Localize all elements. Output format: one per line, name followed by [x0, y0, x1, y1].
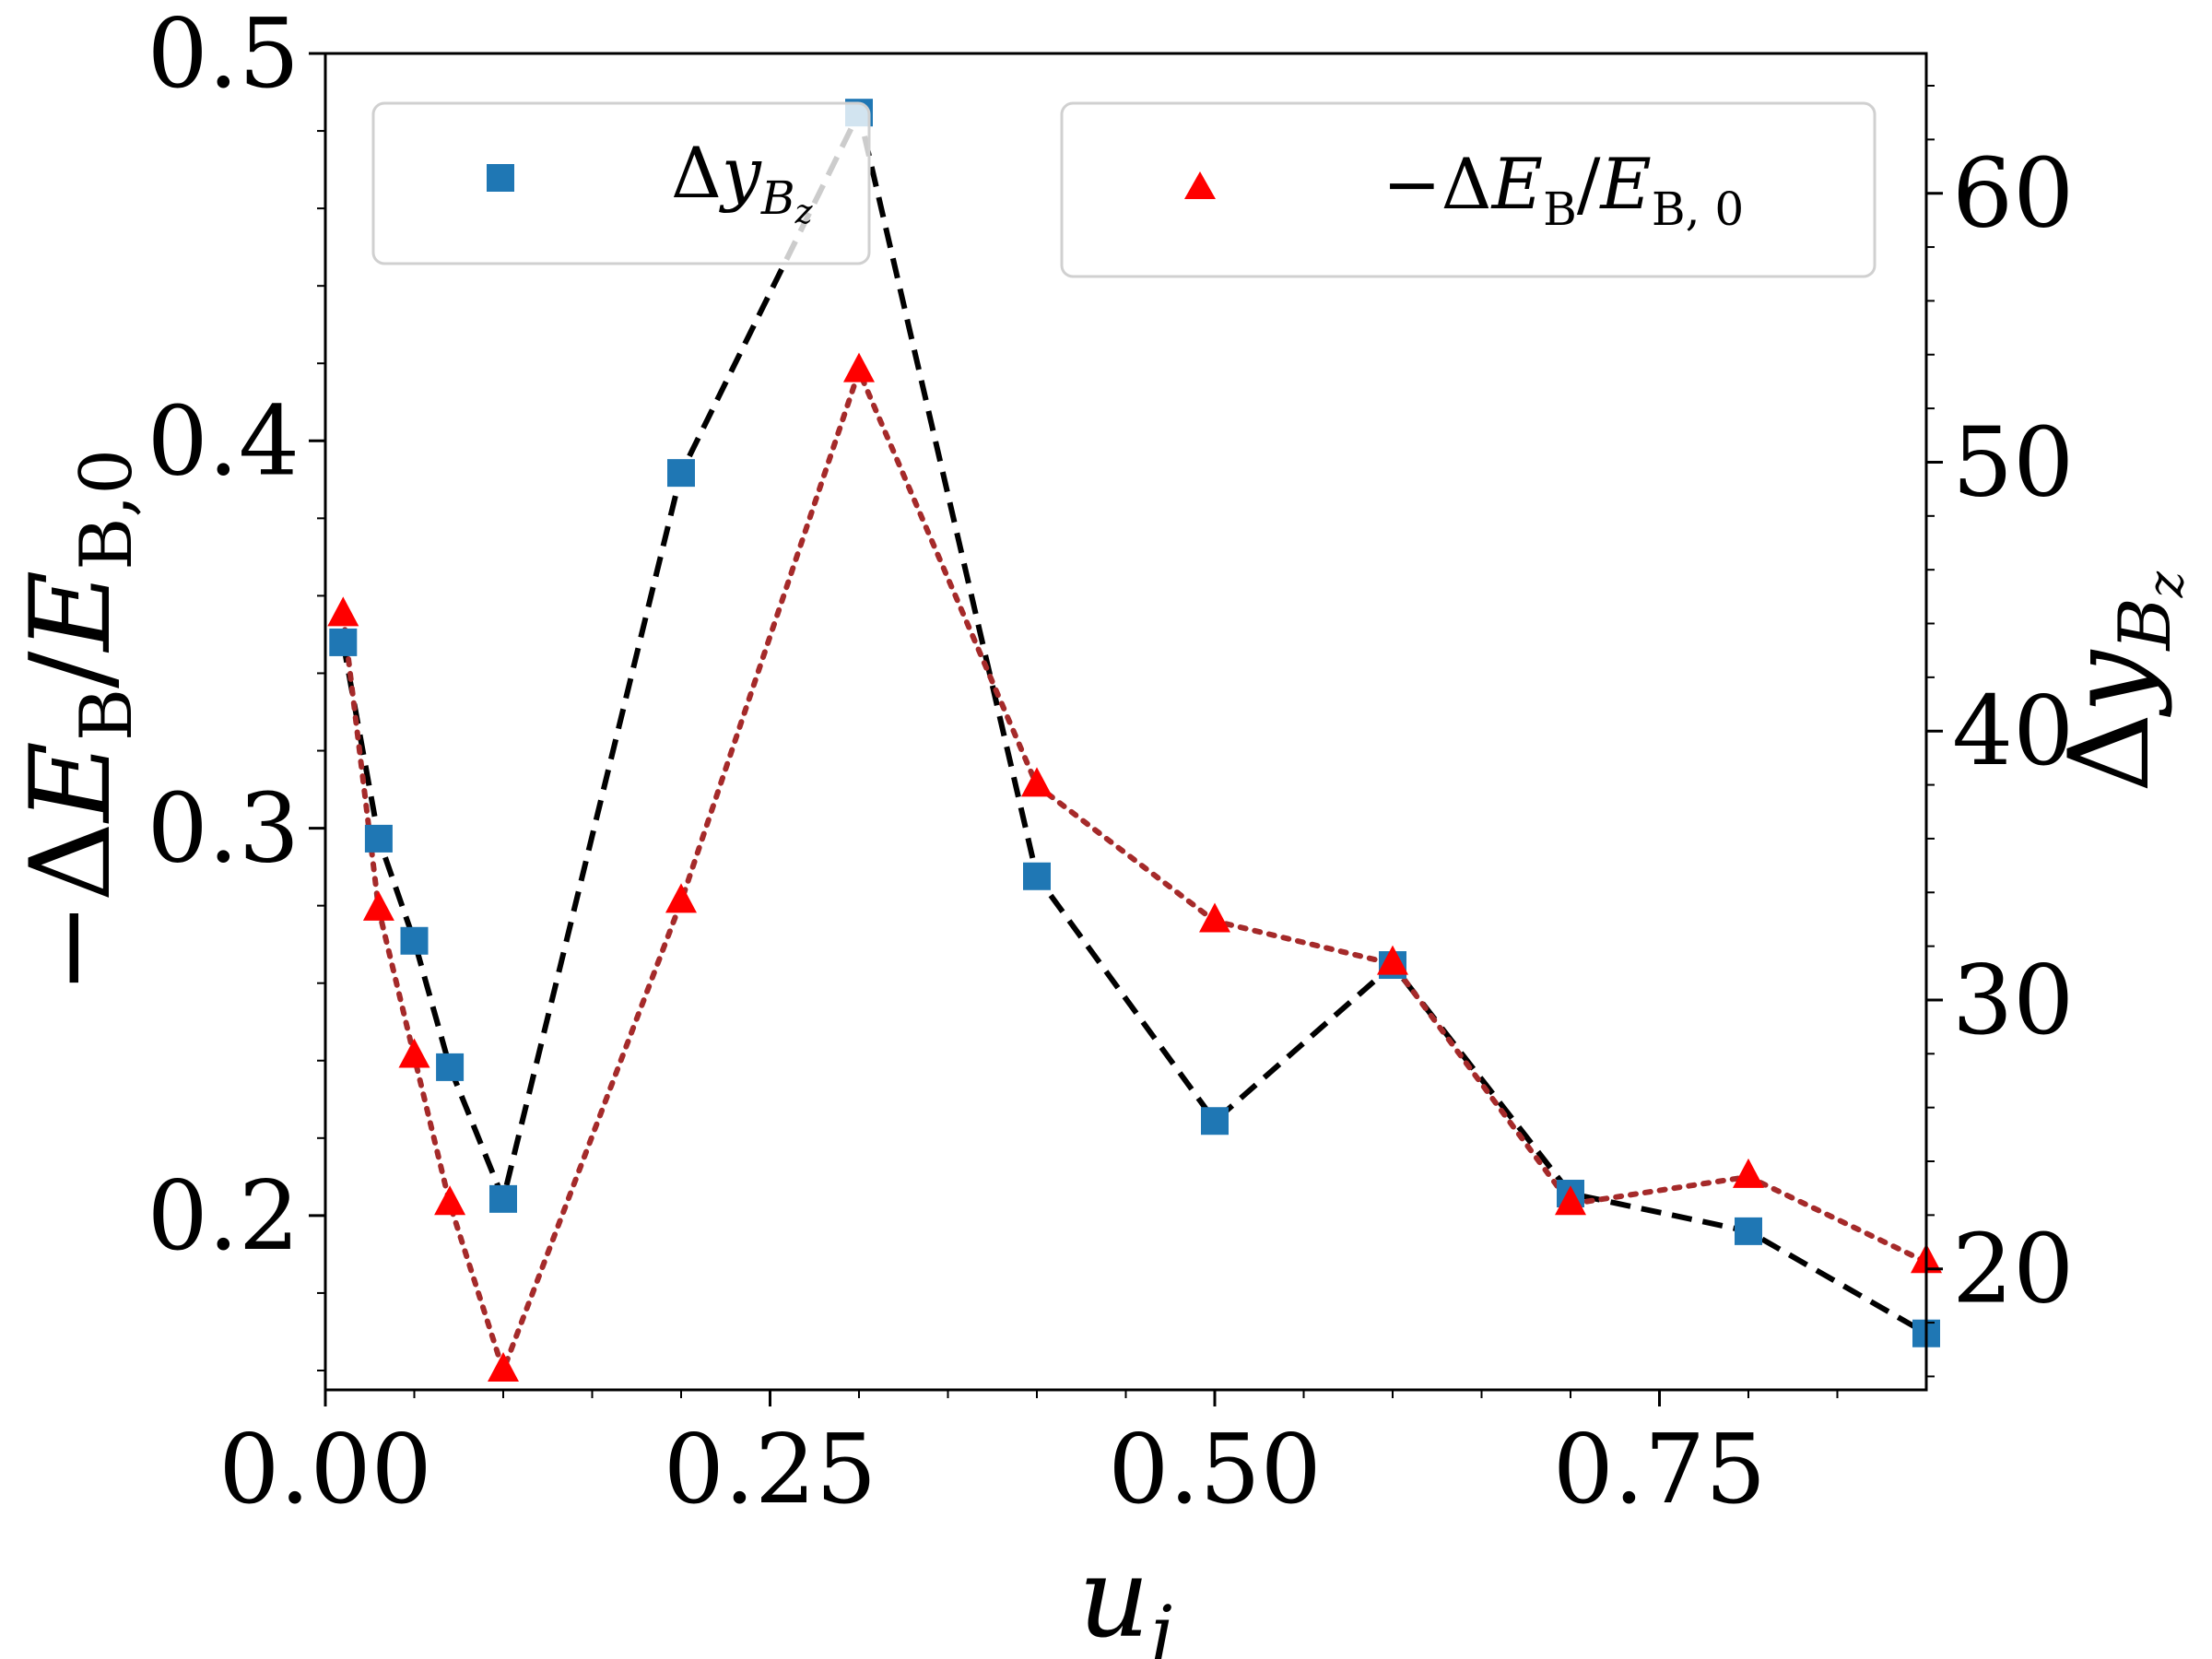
series-0-point-0 — [329, 628, 358, 656]
series-1-point-10 — [1555, 1185, 1586, 1216]
y-right-axis-title: ΔyBz — [2046, 571, 2194, 793]
x-tick-label-2: 0.50 — [1108, 1413, 1322, 1525]
legends: ΔyBz −ΔEB/EB, 0 — [371, 101, 1877, 278]
x-axis-title: uj — [1078, 1535, 1172, 1659]
y-right-tick-label-4: 60 — [1952, 137, 2074, 250]
series-1-point-2 — [398, 1038, 430, 1068]
legend-deb: −ΔEB/EB, 0 — [1060, 101, 1877, 278]
series-1-point-11 — [1733, 1158, 1764, 1188]
series-1-point-8 — [1199, 902, 1230, 933]
x-tick-label-3: 0.75 — [1553, 1413, 1767, 1525]
x-tick-label-1: 0.25 — [664, 1413, 877, 1525]
legend-dy-label: ΔyBz — [671, 132, 814, 231]
series-1-point-4 — [488, 1351, 519, 1382]
series-1-point-9 — [1377, 945, 1408, 975]
series-1-point-0 — [327, 596, 359, 627]
y-right-tick-label-3: 50 — [1952, 406, 2074, 518]
y-left-tick-label-2: 0.4 — [147, 384, 300, 497]
y-left-tick-label-3: 0.5 — [147, 0, 300, 110]
y-left-axis-title: −ΔEB/EB,0 — [7, 449, 148, 994]
series-0-point-11 — [1735, 1217, 1762, 1245]
series-0-point-1 — [364, 824, 393, 853]
legend-dy-frame — [371, 101, 871, 265]
svg-text:−ΔEB/EB,0: −ΔEB/EB,0 — [7, 449, 148, 994]
series-1-point-7 — [1021, 767, 1053, 797]
y-right-tick-label-2: 40 — [1952, 675, 2074, 787]
legend-dy-marker — [487, 164, 514, 192]
plot-lines — [340, 104, 1929, 1380]
series-0-point-2 — [400, 926, 429, 955]
legend-dy: ΔyBz — [371, 101, 871, 265]
series-0-point-4 — [489, 1184, 517, 1213]
legend-deb-label: −ΔEB/EB, 0 — [1382, 143, 1744, 236]
series-0-point-5 — [667, 459, 695, 488]
series-1-point-5 — [665, 883, 697, 913]
legend-deb-frame — [1060, 101, 1877, 278]
y-left-tick-label-0: 0.2 — [147, 1159, 300, 1272]
svg-text:ΔyBz: ΔyBz — [2046, 571, 2194, 793]
ticks: 0.00 0.25 0.50 0.75 0.2 0.3 0.4 0.5 20 30 40 50 60 — [147, 0, 2075, 1525]
y-right-tick-label-1: 30 — [1952, 944, 2074, 1056]
series-0-point-7 — [1023, 862, 1051, 890]
x-tick-label-0: 0.00 — [218, 1413, 432, 1525]
legend-deb-marker — [1184, 171, 1216, 199]
plot-markers — [327, 99, 1942, 1382]
series-1-point-1 — [362, 890, 394, 921]
series-1-point-3 — [434, 1185, 466, 1216]
series-0-point-3 — [436, 1053, 465, 1081]
series-line-0 — [340, 104, 1928, 1336]
series-0-point-8 — [1201, 1107, 1229, 1135]
y-left-tick-label-1: 0.3 — [147, 772, 300, 885]
y-right-tick-label-0: 20 — [1952, 1213, 2074, 1325]
series-1-point-6 — [843, 352, 875, 382]
